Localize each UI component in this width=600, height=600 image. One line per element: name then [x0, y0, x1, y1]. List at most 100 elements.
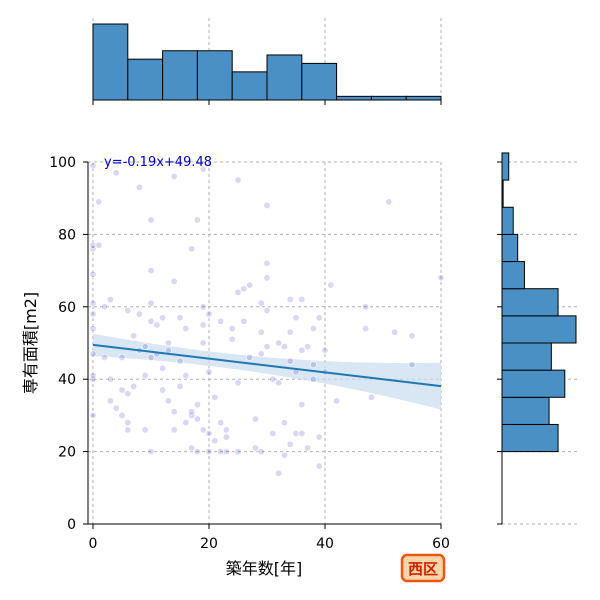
scatter-point	[141, 372, 149, 380]
scatter-point	[188, 408, 196, 416]
scatter-point	[124, 390, 132, 398]
scatter-point	[147, 317, 155, 325]
right-histogram-bar	[501, 342, 552, 371]
scatter-point	[234, 448, 242, 456]
scatter-point	[234, 288, 242, 296]
scatter-point	[118, 386, 126, 394]
scatter-point	[315, 462, 323, 470]
x-tick-label: 20	[200, 536, 218, 552]
scatter-point	[89, 325, 97, 333]
top-histogram-bar	[405, 95, 442, 101]
scatter-point	[408, 332, 416, 340]
scatter-point	[408, 361, 416, 369]
scatter-point	[228, 335, 236, 343]
scatter-point	[159, 314, 167, 322]
scatter-point	[315, 433, 323, 441]
scatter-point	[89, 350, 97, 358]
scatter-point	[141, 426, 149, 434]
scatter-point	[298, 346, 306, 354]
scatter-point	[89, 162, 97, 170]
y-tick-label: 100	[49, 155, 76, 171]
scatter-point	[217, 419, 225, 427]
scatter-point	[280, 343, 288, 351]
right-histogram-bar	[501, 396, 550, 425]
scatter-point	[257, 299, 265, 307]
regression-line	[92, 343, 442, 388]
scatter-point	[222, 426, 230, 434]
scatter-point	[280, 451, 288, 459]
scatter-point	[327, 281, 335, 289]
area-badge-label: 西区	[408, 560, 438, 578]
scatter-point	[298, 296, 306, 304]
scatter-point	[159, 364, 167, 372]
scatter-point	[89, 310, 97, 318]
scatter-point	[101, 353, 109, 361]
scatter-point	[135, 310, 143, 318]
scatter-point	[130, 332, 138, 340]
right-histogram-bar	[501, 288, 559, 317]
scatter-point	[286, 296, 294, 304]
scatter-point	[124, 426, 132, 434]
scatter-point	[159, 386, 167, 394]
x-tick-label: 0	[89, 536, 98, 552]
regression-equation-label: y=-0.19x+49.48	[104, 155, 212, 170]
scatter-point	[275, 339, 283, 347]
scatter-point	[269, 375, 277, 383]
scatter-point	[106, 375, 114, 383]
scatter-point	[292, 429, 300, 437]
scatter-point	[391, 328, 399, 336]
scatter-point	[89, 245, 97, 253]
scatter-point	[362, 303, 370, 311]
scatter-point	[147, 353, 155, 361]
x-axis-title: 築年数[年]	[226, 559, 303, 578]
scatter-point	[118, 411, 126, 419]
scatter-point	[188, 444, 196, 452]
right-histogram-bar	[501, 423, 559, 453]
scatter-point	[182, 419, 190, 427]
scatter-point	[240, 317, 248, 325]
top-histogram-bar	[301, 62, 338, 101]
scatter-point	[275, 469, 283, 477]
scatter-point	[269, 429, 277, 437]
scatter-point	[153, 321, 161, 329]
scatter-point	[199, 339, 207, 347]
scatter-point	[228, 325, 236, 333]
scatter-point	[147, 448, 155, 456]
scatter-point	[170, 172, 178, 180]
right-histogram-bar	[501, 206, 514, 235]
scatter-point	[106, 397, 114, 405]
scatter-point	[89, 375, 97, 383]
y-tick-label: 60	[58, 300, 76, 316]
scatter-point	[309, 375, 317, 383]
scatter-point	[257, 350, 265, 358]
confidence-band	[93, 333, 441, 410]
scatter-point	[193, 415, 201, 423]
scatter-point	[292, 314, 300, 322]
scatter-point	[321, 346, 329, 354]
top-histogram-bar	[196, 50, 233, 101]
scatter-point	[211, 437, 219, 445]
scatter-point	[89, 270, 97, 278]
scatter-point	[199, 321, 207, 329]
scatter-point	[263, 343, 271, 351]
scatter-point	[263, 306, 271, 314]
scatter-point	[89, 299, 97, 307]
scatter-point	[251, 415, 259, 423]
scatter-point	[95, 198, 103, 206]
scatter-point	[170, 408, 178, 416]
scatter-point	[205, 310, 213, 318]
scatter-point	[205, 368, 213, 376]
scatter-point	[234, 379, 242, 387]
scatter-point	[304, 444, 312, 452]
scatter-point	[298, 401, 306, 409]
right-histogram-bar	[501, 152, 510, 181]
area-badge: 西区	[400, 553, 446, 583]
scatter-point	[199, 426, 207, 434]
scatter-point	[309, 325, 317, 333]
scatter-point	[298, 429, 306, 437]
scatter-point	[89, 411, 97, 419]
scatter-point	[176, 382, 184, 390]
scatter-point	[188, 245, 196, 253]
scatter-point	[106, 296, 114, 304]
y-tick-label: 40	[58, 372, 76, 388]
